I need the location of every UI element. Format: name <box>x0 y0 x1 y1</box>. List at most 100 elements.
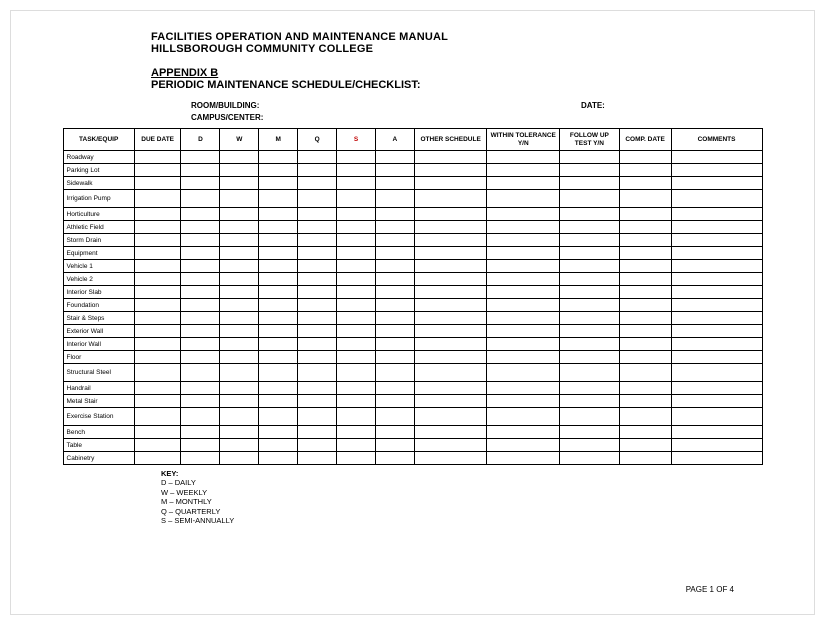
empty-cell <box>619 286 671 299</box>
empty-cell <box>375 439 414 452</box>
table-row: Exterior Wall <box>63 325 762 338</box>
empty-cell <box>259 452 298 465</box>
empty-cell <box>259 221 298 234</box>
empty-cell <box>560 190 620 208</box>
empty-cell <box>619 382 671 395</box>
empty-cell <box>298 273 337 286</box>
empty-cell <box>337 208 376 221</box>
empty-cell <box>560 177 620 190</box>
th-m: M <box>259 129 298 151</box>
empty-cell <box>337 364 376 382</box>
empty-cell <box>259 273 298 286</box>
empty-cell <box>298 325 337 338</box>
empty-cell <box>487 151 560 164</box>
empty-cell <box>259 164 298 177</box>
maintenance-table: TASK/EQUIP DUE DATE D W M Q S A OTHER SC… <box>63 128 763 465</box>
task-cell: Interior Wall <box>63 338 134 351</box>
empty-cell <box>220 325 259 338</box>
empty-cell <box>375 426 414 439</box>
task-cell: Parking Lot <box>63 164 134 177</box>
empty-cell <box>671 247 762 260</box>
empty-cell <box>220 260 259 273</box>
empty-cell <box>560 260 620 273</box>
empty-cell <box>375 351 414 364</box>
task-cell: Irrigation Pump <box>63 190 134 208</box>
empty-cell <box>375 221 414 234</box>
empty-cell <box>560 247 620 260</box>
empty-cell <box>487 208 560 221</box>
table-row: Handrail <box>63 382 762 395</box>
empty-cell <box>181 426 220 439</box>
empty-cell <box>487 234 560 247</box>
page-number: PAGE 1 OF 4 <box>686 585 734 594</box>
empty-cell <box>560 452 620 465</box>
empty-cell <box>181 247 220 260</box>
empty-cell <box>414 234 487 247</box>
empty-cell <box>259 439 298 452</box>
empty-cell <box>220 395 259 408</box>
task-cell: Exterior Wall <box>63 325 134 338</box>
empty-cell <box>220 208 259 221</box>
empty-cell <box>375 151 414 164</box>
empty-cell <box>134 325 181 338</box>
empty-cell <box>220 364 259 382</box>
empty-cell <box>487 426 560 439</box>
th-q: Q <box>298 129 337 151</box>
empty-cell <box>181 221 220 234</box>
empty-cell <box>487 177 560 190</box>
doc-title-line-2: HILLSBOROUGH COMMUNITY COLLEGE <box>151 43 784 55</box>
empty-cell <box>414 299 487 312</box>
empty-cell <box>298 234 337 247</box>
empty-cell <box>414 312 487 325</box>
document-page: FACILITIES OPERATION AND MAINTENANCE MAN… <box>10 10 815 615</box>
empty-cell <box>220 312 259 325</box>
empty-cell <box>619 364 671 382</box>
empty-cell <box>220 439 259 452</box>
empty-cell <box>560 325 620 338</box>
empty-cell <box>375 452 414 465</box>
empty-cell <box>337 221 376 234</box>
empty-cell <box>337 338 376 351</box>
empty-cell <box>560 208 620 221</box>
empty-cell <box>337 325 376 338</box>
empty-cell <box>671 221 762 234</box>
table-row: Structural Steel <box>63 364 762 382</box>
empty-cell <box>134 151 181 164</box>
empty-cell <box>298 395 337 408</box>
empty-cell <box>298 164 337 177</box>
empty-cell <box>560 312 620 325</box>
empty-cell <box>375 408 414 426</box>
empty-cell <box>259 382 298 395</box>
empty-cell <box>671 299 762 312</box>
empty-cell <box>134 260 181 273</box>
empty-cell <box>414 286 487 299</box>
empty-cell <box>619 395 671 408</box>
table-row: Floor <box>63 351 762 364</box>
empty-cell <box>560 151 620 164</box>
empty-cell <box>220 221 259 234</box>
empty-cell <box>375 382 414 395</box>
empty-cell <box>134 190 181 208</box>
empty-cell <box>671 395 762 408</box>
empty-cell <box>414 452 487 465</box>
task-cell: Vehicle 1 <box>63 260 134 273</box>
empty-cell <box>181 208 220 221</box>
empty-cell <box>671 208 762 221</box>
empty-cell <box>671 177 762 190</box>
empty-cell <box>134 247 181 260</box>
empty-cell <box>619 151 671 164</box>
task-cell: Metal Stair <box>63 395 134 408</box>
doc-title-line-1: FACILITIES OPERATION AND MAINTENANCE MAN… <box>151 31 784 43</box>
empty-cell <box>220 299 259 312</box>
empty-cell <box>259 208 298 221</box>
empty-cell <box>134 395 181 408</box>
empty-cell <box>337 351 376 364</box>
empty-cell <box>671 190 762 208</box>
empty-cell <box>560 221 620 234</box>
table-row: Bench <box>63 426 762 439</box>
task-cell: Storm Drain <box>63 234 134 247</box>
table-row: Parking Lot <box>63 164 762 177</box>
empty-cell <box>220 190 259 208</box>
empty-cell <box>259 364 298 382</box>
empty-cell <box>487 439 560 452</box>
